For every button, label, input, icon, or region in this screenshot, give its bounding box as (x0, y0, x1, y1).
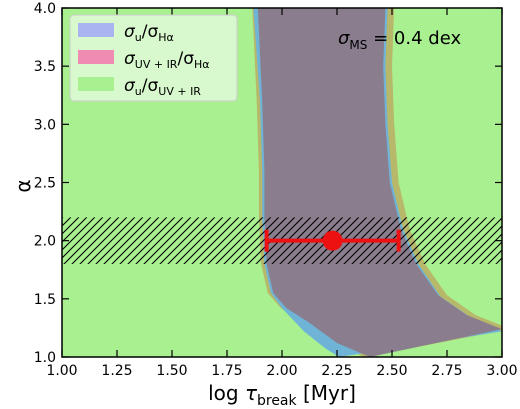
x-axis-label: log τbreak [Myr] (208, 381, 356, 409)
x-tick-label: 2.00 (266, 363, 297, 379)
best-fit-point (322, 230, 343, 251)
plot-area (62, 8, 502, 357)
legend-entry-2: σUV + IR/σHα (124, 49, 210, 71)
y-axis-ticks: 1.0 1.5 2.0 2.5 3.0 3.5 4.0 (34, 1, 502, 366)
y-tick-label: 2.0 (34, 234, 56, 250)
y-tick-label: 1.5 (34, 292, 56, 308)
y-tick-label: 2.5 (34, 176, 56, 192)
x-tick-label: 3.00 (486, 363, 517, 379)
y-tick-label: 4.0 (34, 1, 56, 17)
legend-entry-3: σu/σUV + IR (124, 76, 201, 98)
sigma-ms-annotation: σMS = 0.4 dex (338, 28, 461, 52)
series-band-overlap (257, 8, 502, 357)
legend-entry-1: σu/σHα (124, 22, 174, 44)
x-tick-label: 1.25 (101, 363, 132, 379)
x-tick-label: 2.75 (431, 363, 462, 379)
y-tick-label: 3.5 (34, 59, 56, 75)
x-tick-label: 1.00 (46, 363, 77, 379)
x-tick-label: 2.25 (321, 363, 352, 379)
y-axis-label: α (11, 179, 35, 192)
x-tick-label: 1.50 (156, 363, 187, 379)
y-tick-label: 3.0 (34, 117, 56, 133)
legend-swatch-1 (78, 23, 114, 37)
legend: σu/σHα σUV + IR/σHα σu/σUV + IR (69, 14, 238, 102)
legend-swatch-3 (78, 77, 114, 91)
legend-swatch-2 (78, 50, 114, 64)
y-tick-label: 1.0 (34, 350, 56, 366)
x-tick-label: 1.75 (211, 363, 242, 379)
x-tick-label: 2.50 (376, 363, 407, 379)
x-axis-ticks: 1.00 1.25 1.50 1.75 2.00 2.25 2.50 2.75 3.00 (46, 8, 518, 379)
